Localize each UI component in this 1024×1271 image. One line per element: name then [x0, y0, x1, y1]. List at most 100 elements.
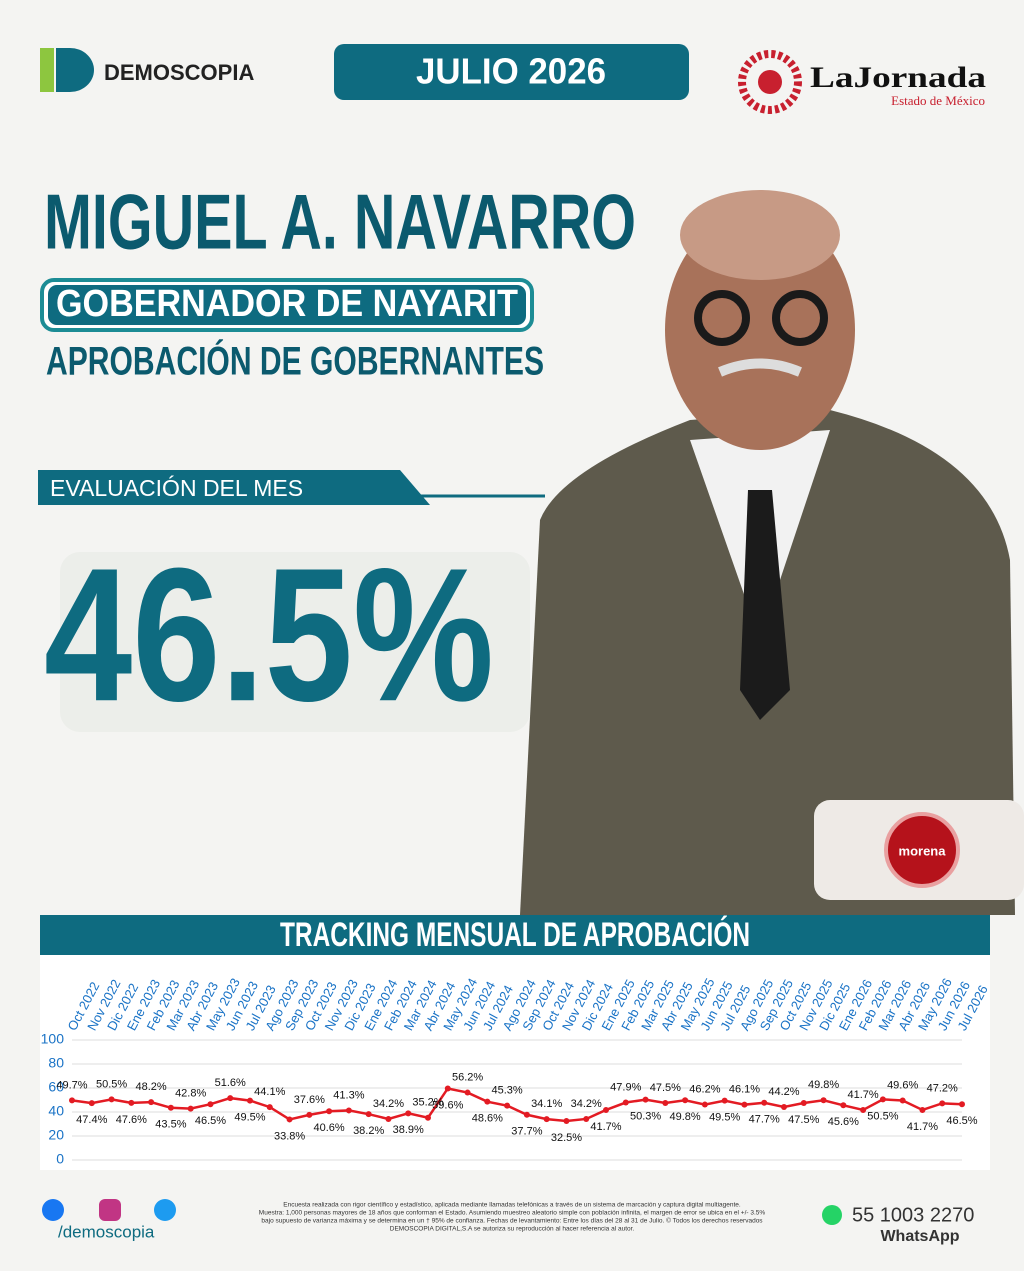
- party: morena: [899, 843, 947, 858]
- data-label: 47.2%: [927, 1082, 958, 1094]
- data-label: 40.6%: [314, 1122, 345, 1134]
- data-label: 41.7%: [590, 1121, 621, 1133]
- evaluation-box: [60, 552, 530, 732]
- point: [167, 1104, 174, 1111]
- evaluation-band: [38, 470, 430, 505]
- y-tick-label: 100: [41, 1031, 65, 1047]
- note-line: DEMOSCOPIA DIGITAL,S.A se autoriza su re…: [390, 1226, 635, 1233]
- data-label: 46.5%: [946, 1115, 977, 1127]
- chart-title: TRACKING MENSUAL DE APROBACIÓN: [280, 916, 750, 954]
- data-label: 34.2%: [373, 1098, 404, 1110]
- point: [741, 1101, 748, 1108]
- data-label: 33.8%: [274, 1130, 305, 1142]
- data-label: 41.7%: [907, 1121, 938, 1133]
- data-label: 47.4%: [76, 1114, 107, 1126]
- y-tick-label: 0: [56, 1151, 64, 1167]
- twitter-icon[interactable]: [154, 1199, 176, 1221]
- data-label: 47.5%: [788, 1114, 819, 1126]
- point: [365, 1111, 372, 1118]
- point: [919, 1106, 926, 1113]
- chart-area: [40, 955, 990, 1170]
- data-label: 50.3%: [630, 1111, 661, 1123]
- evaluation-label: EVALUACIÓN DEL MES: [50, 475, 303, 501]
- point: [523, 1111, 530, 1118]
- data-label: 47.5%: [650, 1082, 681, 1094]
- partner-name: LaJornada: [810, 61, 986, 94]
- title: MIGUEL A. NAVARRO: [44, 178, 636, 266]
- data-label: 32.5%: [551, 1132, 582, 1144]
- data-label: 50.5%: [867, 1110, 898, 1122]
- party-logo: [884, 812, 960, 888]
- data-label: 46.2%: [689, 1083, 720, 1095]
- data-label: 45.6%: [828, 1116, 859, 1128]
- point: [820, 1097, 827, 1104]
- y-tick-label: 20: [48, 1127, 64, 1143]
- point: [840, 1102, 847, 1109]
- data-label: 46.1%: [729, 1084, 760, 1096]
- point: [266, 1104, 273, 1111]
- data-label: 49.8%: [670, 1111, 701, 1123]
- point: [227, 1095, 234, 1102]
- section: APROBACIÓN DE GOBERNANTES: [46, 338, 544, 384]
- data-label: 44.2%: [768, 1086, 799, 1098]
- point: [385, 1115, 392, 1122]
- data-label: 48.2%: [136, 1081, 167, 1093]
- data-label: 37.6%: [294, 1094, 325, 1106]
- point: [761, 1099, 768, 1106]
- point: [504, 1102, 511, 1109]
- note-line: Encuesta realizada con rigor científico …: [283, 1202, 741, 1209]
- data-label: 38.2%: [353, 1125, 384, 1137]
- data-label: 42.8%: [175, 1088, 206, 1100]
- data-label: 41.3%: [333, 1089, 364, 1101]
- data-label: 47.7%: [749, 1114, 780, 1126]
- data-label: 37.7%: [511, 1126, 542, 1138]
- phone: 55 1003 2270: [852, 1204, 974, 1226]
- point: [721, 1097, 728, 1104]
- data-label: 47.9%: [610, 1081, 641, 1093]
- chart-title-band: [40, 915, 990, 955]
- point: [247, 1097, 253, 1104]
- series-line: [71, 1087, 963, 1123]
- data-label: 49.6%: [887, 1079, 918, 1091]
- point: [781, 1103, 787, 1110]
- point: [128, 1099, 135, 1106]
- data-label: 49.5%: [709, 1112, 740, 1124]
- point: [583, 1115, 590, 1122]
- social-handle: /demoscopia: [58, 1222, 155, 1241]
- data-label: 45.3%: [492, 1085, 523, 1097]
- data-label: 46.5%: [195, 1115, 226, 1127]
- date-badge: [334, 44, 689, 100]
- data-label: 34.2%: [571, 1098, 602, 1110]
- point: [326, 1108, 333, 1115]
- subtitle-bg: [48, 285, 526, 325]
- date: JULIO 2026: [416, 51, 606, 92]
- y-tick-label: 60: [48, 1079, 64, 1095]
- instagram-icon[interactable]: [99, 1199, 121, 1221]
- note-line: bajo supuesto de varianza máxima y se de…: [261, 1217, 763, 1225]
- data-label: 41.7%: [848, 1089, 879, 1101]
- point: [108, 1096, 115, 1103]
- data-label: 35.2%: [412, 1097, 443, 1109]
- whatsapp-icon[interactable]: [822, 1205, 842, 1225]
- data-label: 44.1%: [254, 1086, 285, 1098]
- point: [701, 1101, 708, 1108]
- facebook-icon[interactable]: [42, 1199, 64, 1221]
- partner-logo-center: [758, 70, 782, 94]
- partner-sub: Estado de México: [891, 93, 985, 108]
- point: [682, 1097, 689, 1104]
- data-label: 48.6%: [472, 1113, 503, 1125]
- y-tick-label: 80: [48, 1055, 64, 1071]
- point: [207, 1101, 214, 1108]
- portrait: [520, 190, 1015, 915]
- subtitle: GOBERNADOR DE NAYARIT: [56, 283, 518, 325]
- data-label: 34.1%: [531, 1098, 562, 1110]
- brand-logo: [40, 48, 94, 92]
- point: [187, 1105, 194, 1112]
- point: [899, 1097, 906, 1104]
- data-label: 47.6%: [116, 1114, 147, 1126]
- point: [939, 1100, 946, 1107]
- point: [563, 1118, 570, 1124]
- point: [879, 1096, 886, 1103]
- point: [444, 1085, 451, 1092]
